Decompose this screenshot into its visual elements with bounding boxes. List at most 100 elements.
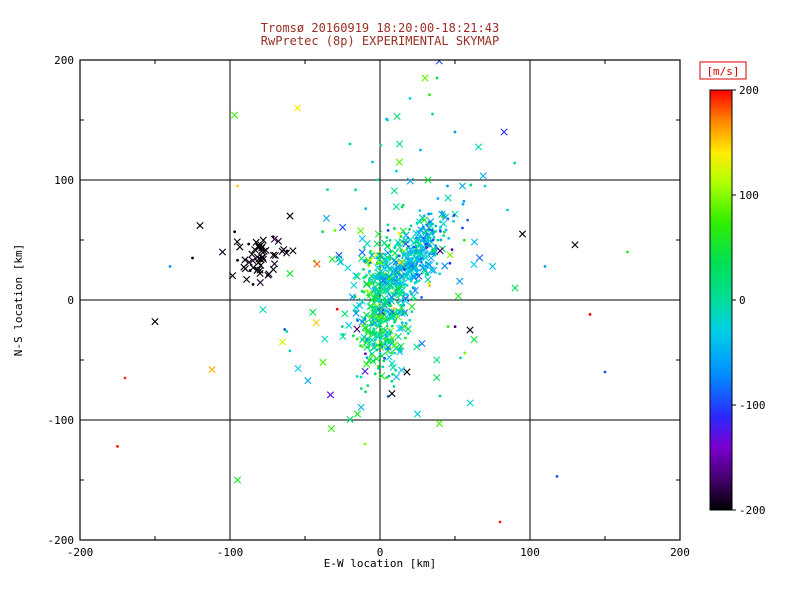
scatter-point xyxy=(379,144,383,147)
scatter-point xyxy=(458,182,467,190)
scatter-point xyxy=(378,298,382,302)
scatter-point xyxy=(422,239,426,243)
scatter-point xyxy=(363,343,371,351)
scatter-point xyxy=(378,267,382,271)
scatter-point xyxy=(434,230,438,233)
scatter-point xyxy=(293,104,302,112)
scatter-point xyxy=(366,293,370,297)
scatter-point xyxy=(387,374,391,378)
scatter-point xyxy=(151,318,159,326)
scatter-point xyxy=(404,261,408,265)
scatter-point xyxy=(414,280,418,284)
scatter-point xyxy=(381,334,384,338)
scatter-point xyxy=(405,284,409,287)
scatter-point xyxy=(391,292,395,296)
scatter-point xyxy=(390,379,394,383)
scatter-point xyxy=(412,229,420,237)
scatter-point xyxy=(269,265,277,274)
scatter-point xyxy=(385,236,389,239)
scatter-point xyxy=(433,356,441,364)
scatter-point xyxy=(430,228,434,232)
scatter-point xyxy=(335,255,343,263)
scatter-point xyxy=(388,238,392,242)
scatter-point xyxy=(438,394,442,398)
scatter-point xyxy=(413,268,421,276)
scatter-point xyxy=(415,262,418,266)
scatter-point xyxy=(439,225,442,229)
scatter-point xyxy=(390,311,398,319)
scatter-point xyxy=(435,60,443,65)
scatter-point xyxy=(397,311,401,314)
scatter-point xyxy=(383,309,387,313)
scatter-point xyxy=(588,313,592,316)
scatter-point xyxy=(387,243,391,247)
scatter-point xyxy=(288,349,292,353)
scatter-point xyxy=(367,302,375,310)
scatter-point xyxy=(376,364,380,368)
scatter-point xyxy=(442,234,446,238)
scatter-point xyxy=(374,230,383,238)
scatter-point xyxy=(461,226,464,230)
scatter-point xyxy=(363,352,367,356)
scatter-point xyxy=(392,384,396,388)
scatter-point xyxy=(366,302,374,311)
scatter-point xyxy=(448,261,452,265)
scatter-point xyxy=(433,374,441,382)
scatter-point xyxy=(411,275,414,279)
scatter-point xyxy=(430,266,438,274)
scatter-point xyxy=(409,290,412,293)
scatter-point xyxy=(245,258,253,266)
scatter-point xyxy=(431,238,435,242)
scatter-point xyxy=(397,290,405,299)
scatter-point xyxy=(427,212,431,216)
scatter-point xyxy=(367,264,371,268)
scatter-point xyxy=(355,337,359,341)
scatter-point xyxy=(434,244,438,248)
scatter-point xyxy=(470,238,479,246)
scatter-point xyxy=(401,273,410,281)
scatter-point xyxy=(441,213,450,221)
x-tick-label: 200 xyxy=(670,546,690,559)
scatter-point xyxy=(438,229,442,233)
scatter-point xyxy=(488,262,497,270)
scatter-point xyxy=(294,364,302,373)
scatter-point xyxy=(397,231,401,235)
scatter-point xyxy=(309,308,317,316)
scatter-point xyxy=(470,260,478,269)
scatter-point xyxy=(348,142,352,146)
scatter-point xyxy=(208,366,216,374)
scatter-point xyxy=(463,351,467,355)
scatter-point xyxy=(218,248,227,256)
scatter-point xyxy=(386,118,389,122)
scatter-point xyxy=(345,321,353,329)
scatter-point xyxy=(518,230,527,238)
scatter-point xyxy=(286,270,294,278)
scatter-point xyxy=(441,215,444,219)
scatter-point xyxy=(453,325,457,328)
scatter-point xyxy=(409,224,413,228)
scatter-point xyxy=(356,319,360,322)
scatter-point xyxy=(385,353,393,361)
scatter-point xyxy=(191,256,194,260)
scatter-point xyxy=(513,161,517,165)
scatter-point xyxy=(269,251,277,259)
scatter-point xyxy=(403,268,406,271)
scatter-point xyxy=(384,343,392,351)
scatter-point xyxy=(241,256,249,264)
scatter-point xyxy=(368,269,372,273)
scatter-point xyxy=(270,260,279,268)
scatter-point xyxy=(243,275,251,284)
scatter-point xyxy=(385,324,389,328)
scatter-point xyxy=(412,298,416,302)
scatter-point xyxy=(425,229,428,232)
plot-title-line2: RwPretec (8p) EXPERIMENTAL SKYMAP xyxy=(261,34,499,48)
scatter-point xyxy=(408,302,416,311)
scatter-point xyxy=(414,249,418,253)
scatter-point xyxy=(395,158,403,166)
scatter-point xyxy=(405,293,409,296)
scatter-point xyxy=(424,275,432,283)
scatter-point xyxy=(427,254,435,262)
scatter-point xyxy=(425,239,429,243)
scatter-point xyxy=(379,276,387,285)
